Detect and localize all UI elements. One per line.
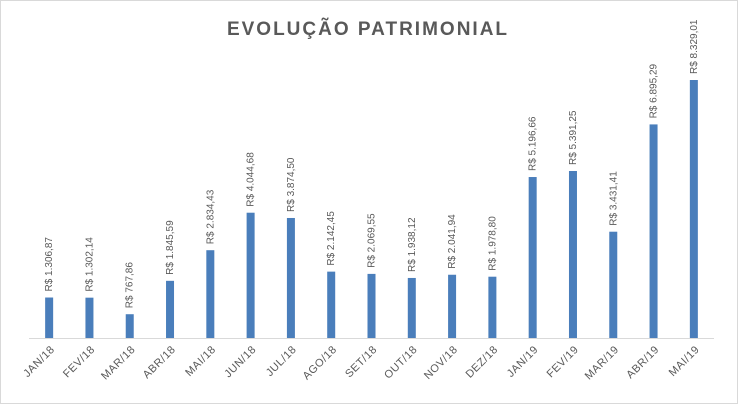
bar — [448, 274, 457, 338]
value-label: R$ 3.874,50 — [286, 157, 297, 212]
value-label: R$ 1.938,12 — [407, 217, 418, 272]
bar — [488, 276, 497, 338]
bar — [367, 273, 376, 338]
value-label: R$ 6.895,29 — [649, 63, 660, 118]
value-label: R$ 2.069,55 — [367, 213, 378, 268]
value-label: R$ 2.142,45 — [326, 211, 337, 266]
bar — [286, 217, 295, 338]
chart-title: EVOLUÇÃO PATRIMONIAL — [227, 18, 509, 40]
value-label: R$ 1.978,80 — [487, 216, 498, 271]
value-label: R$ 5.196,66 — [528, 116, 539, 171]
bar — [85, 297, 94, 338]
value-label: R$ 3.431,41 — [608, 171, 619, 226]
bar — [649, 124, 658, 338]
bar — [125, 314, 134, 338]
bar — [45, 297, 54, 338]
value-label: R$ 1.302,14 — [84, 237, 95, 292]
value-label: R$ 2.041,94 — [447, 214, 458, 269]
bar — [568, 171, 577, 338]
bar — [166, 280, 175, 338]
value-label: R$ 8.329,01 — [689, 19, 700, 74]
value-label: R$ 5.391,25 — [568, 110, 579, 165]
bar — [327, 271, 336, 338]
value-label: R$ 2.834,43 — [205, 189, 216, 244]
value-label: R$ 1.306,87 — [44, 237, 55, 292]
bar — [246, 212, 255, 338]
value-label: R$ 767,86 — [125, 262, 136, 309]
bar — [528, 177, 537, 338]
bar — [206, 250, 215, 338]
value-label: R$ 4.044,68 — [246, 152, 257, 207]
bar — [407, 277, 416, 338]
bar — [609, 231, 618, 338]
value-label: R$ 1.845,59 — [165, 220, 176, 275]
bar — [689, 80, 698, 338]
